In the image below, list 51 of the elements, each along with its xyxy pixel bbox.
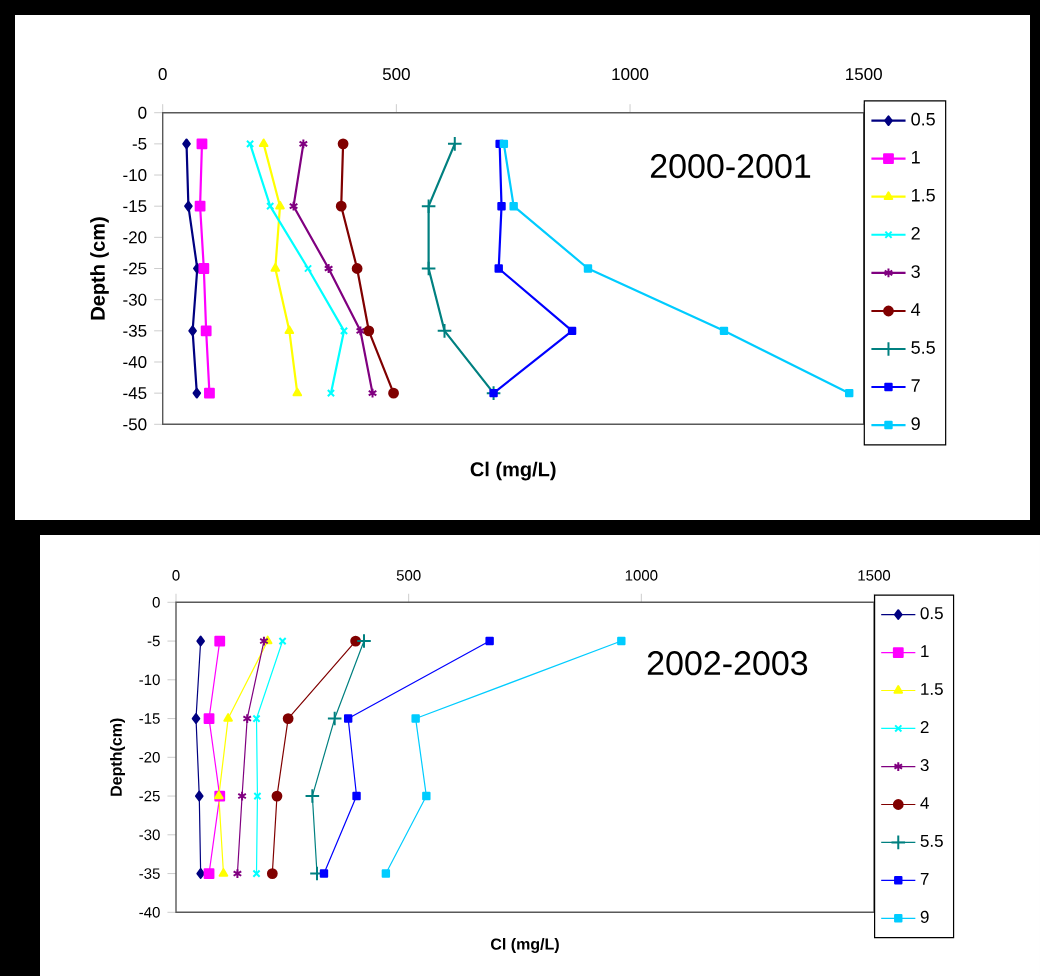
y-tick-label: -10 <box>139 674 160 686</box>
legend-label: 5.5 <box>920 835 943 847</box>
x-tick-label: 1000 <box>612 68 649 81</box>
y-tick-label: -40 <box>139 907 160 918</box>
y-tick-label: -35 <box>139 868 160 879</box>
y-tick-label: -40 <box>123 355 147 368</box>
legend-label: 1.5 <box>921 683 943 695</box>
text: 2002-2003 <box>647 651 808 676</box>
y-tick-label: -5 <box>132 137 147 150</box>
x-axis-title: Cl (mg/L) <box>470 461 556 481</box>
y-tick-label: -10 <box>123 169 147 182</box>
y-tick-label: -30 <box>139 829 160 841</box>
y-tick-label: -25 <box>139 790 160 802</box>
legend-label: 1.5 <box>912 189 935 202</box>
y-tick-label: -25 <box>123 262 147 275</box>
y-tick-label: -15 <box>123 200 147 213</box>
x-axis-title: Cl (mg/L) <box>491 937 559 953</box>
y-axis-title: Depth(cm) <box>110 718 125 796</box>
legend-label: 3 <box>920 759 929 772</box>
legend-label: 0.5 <box>920 607 943 620</box>
legend-label: 3 <box>911 265 920 278</box>
legend-label: 9 <box>920 910 929 923</box>
y-tick-label: 0 <box>152 596 160 608</box>
legend-label: 2 <box>920 721 929 733</box>
y-tick-label: -20 <box>123 231 147 244</box>
x-tick-label: 500 <box>382 68 410 81</box>
y-tick-label: -35 <box>123 324 147 337</box>
legend-label: 4 <box>920 797 929 809</box>
legend-label: 5.5 <box>911 341 935 354</box>
y-tick-label: -5 <box>147 635 160 647</box>
y-tick-label: -20 <box>139 752 160 763</box>
legend-label: 0.5 <box>911 112 935 126</box>
y-tick-label: -50 <box>123 418 147 431</box>
x-tick-label: 500 <box>396 570 421 581</box>
legend-label: 7 <box>911 379 920 392</box>
text: 2000-2001 <box>650 154 811 179</box>
legend-label: 4 <box>911 303 921 316</box>
y-tick-label: 0 <box>138 106 147 119</box>
legend-label: 1 <box>912 151 920 164</box>
x-tick-label: 1500 <box>846 68 882 81</box>
y-axis-title: Depth (cm) <box>90 217 109 320</box>
legend-label: 9 <box>911 417 920 431</box>
x-tick-label: 1500 <box>858 570 891 581</box>
x-tick-label: 1000 <box>625 570 658 581</box>
y-tick-label: -45 <box>123 387 147 400</box>
y-tick-label: -15 <box>139 713 160 724</box>
x-tick-label: 0 <box>172 570 180 581</box>
legend-label: 2 <box>911 226 920 240</box>
y-tick-label: -30 <box>123 293 147 306</box>
legend-label: 7 <box>920 872 929 885</box>
legend-label: 1 <box>921 645 929 657</box>
